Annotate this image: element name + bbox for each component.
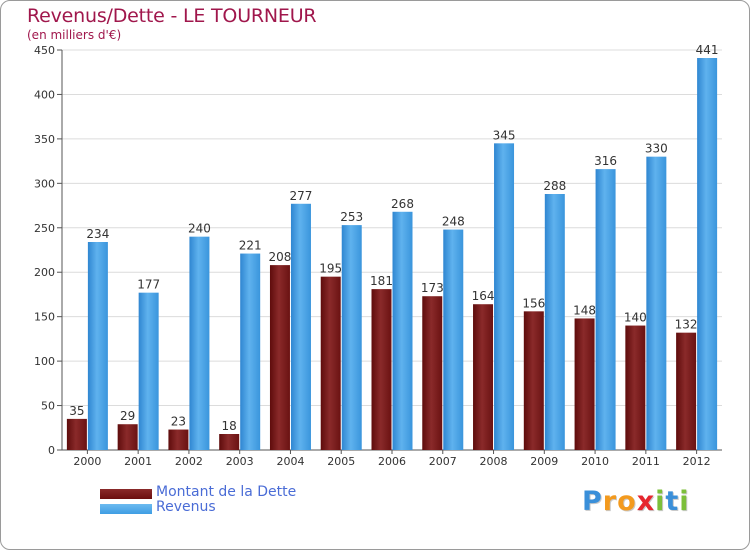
data-label-dette: 18 <box>222 419 237 433</box>
legend-label-dette: Montant de la Dette <box>156 484 297 500</box>
data-label-dette: 148 <box>573 303 596 317</box>
y-tick-label: 350 <box>34 133 55 146</box>
logo-letter: o <box>617 486 637 517</box>
bar-dette <box>117 424 138 450</box>
legend-swatch-dette <box>100 489 152 499</box>
data-label-dette: 164 <box>472 289 495 303</box>
data-label-dette: 173 <box>421 281 444 295</box>
chart-title: Revenus/Dette - LE TOURNEUR <box>27 5 317 27</box>
chart-subtitle: (en milliers d'€) <box>27 28 122 42</box>
x-tick-label: 2010 <box>581 455 609 468</box>
bar-revenus <box>87 242 108 450</box>
x-tick-label: 2005 <box>327 455 355 468</box>
logo-letter: t <box>665 486 680 517</box>
bar-dette <box>473 304 494 450</box>
bar-revenus <box>595 169 616 450</box>
y-tick-label: 100 <box>34 355 55 368</box>
x-tick-label: 2009 <box>530 455 558 468</box>
x-tick-label: 2006 <box>378 455 406 468</box>
legend-label-revenus: Revenus <box>156 499 216 515</box>
bar-dette <box>676 332 697 450</box>
x-tick-label: 2012 <box>683 455 711 468</box>
data-label-revenus: 277 <box>290 189 313 203</box>
data-label-revenus: 177 <box>137 278 160 292</box>
bar-dette <box>168 429 189 450</box>
data-label-revenus: 330 <box>645 142 668 156</box>
logo-letter: i <box>679 486 690 517</box>
data-label-revenus: 345 <box>493 128 516 142</box>
bar-revenus <box>240 253 261 450</box>
y-tick-label: 300 <box>34 177 55 190</box>
bar-revenus <box>189 236 210 450</box>
bar-revenus <box>138 292 159 450</box>
bar-revenus <box>341 225 362 450</box>
data-label-revenus: 288 <box>543 179 566 193</box>
y-tick-label: 150 <box>34 311 55 324</box>
x-tick-label: 2003 <box>226 455 254 468</box>
y-tick-label: 0 <box>48 444 55 457</box>
bar-dette <box>320 276 341 450</box>
data-label-dette: 208 <box>269 250 292 264</box>
x-tick-label: 2001 <box>124 455 152 468</box>
x-tick-label: 2007 <box>429 455 457 468</box>
logo-letter: r <box>602 486 618 517</box>
bar-dette <box>219 434 240 450</box>
x-tick-label: 2008 <box>480 455 508 468</box>
bar-revenus <box>443 229 464 450</box>
data-label-dette: 35 <box>69 404 84 418</box>
y-tick-label: 50 <box>41 400 55 413</box>
y-tick-label: 400 <box>34 88 55 101</box>
bar-dette <box>523 311 544 450</box>
bar-revenus <box>494 143 515 451</box>
data-label-dette: 132 <box>675 318 698 332</box>
logo-letter: P <box>582 486 603 517</box>
y-tick-label: 200 <box>34 266 55 279</box>
y-tick-label: 450 <box>34 44 55 57</box>
data-label-revenus: 441 <box>696 43 719 57</box>
bar-dette <box>574 318 595 450</box>
data-label-revenus: 268 <box>391 197 414 211</box>
bar-dette <box>625 325 646 450</box>
x-tick-label: 2011 <box>632 455 660 468</box>
logo-letter: x <box>636 486 656 517</box>
data-label-dette: 181 <box>370 274 393 288</box>
legend-swatch-revenus <box>100 504 152 514</box>
data-label-dette: 156 <box>522 296 545 310</box>
data-label-dette: 195 <box>319 262 342 276</box>
data-label-revenus: 248 <box>442 215 465 229</box>
y-tick-label: 250 <box>34 222 55 235</box>
bar-revenus <box>544 194 565 450</box>
data-label-revenus: 234 <box>86 227 109 241</box>
data-label-revenus: 240 <box>188 222 211 236</box>
x-tick-label: 2004 <box>276 455 304 468</box>
bar-dette <box>371 289 392 450</box>
bar-revenus <box>697 58 718 450</box>
data-label-revenus: 253 <box>340 210 363 224</box>
data-label-revenus: 316 <box>594 154 617 168</box>
data-label-revenus: 221 <box>239 239 262 253</box>
x-tick-label: 2000 <box>73 455 101 468</box>
data-label-dette: 140 <box>624 311 647 325</box>
data-label-dette: 23 <box>171 415 186 429</box>
logo-letter: i <box>655 486 666 517</box>
data-label-dette: 29 <box>120 409 135 423</box>
proxiti-logo: Proxiti <box>582 486 690 517</box>
bar-dette <box>269 265 290 450</box>
bar-dette <box>66 418 87 450</box>
x-tick-label: 2002 <box>175 455 203 468</box>
bar-revenus <box>392 211 413 450</box>
bar-revenus <box>290 203 311 450</box>
bar-revenus <box>646 156 667 450</box>
bar-dette <box>422 296 443 450</box>
